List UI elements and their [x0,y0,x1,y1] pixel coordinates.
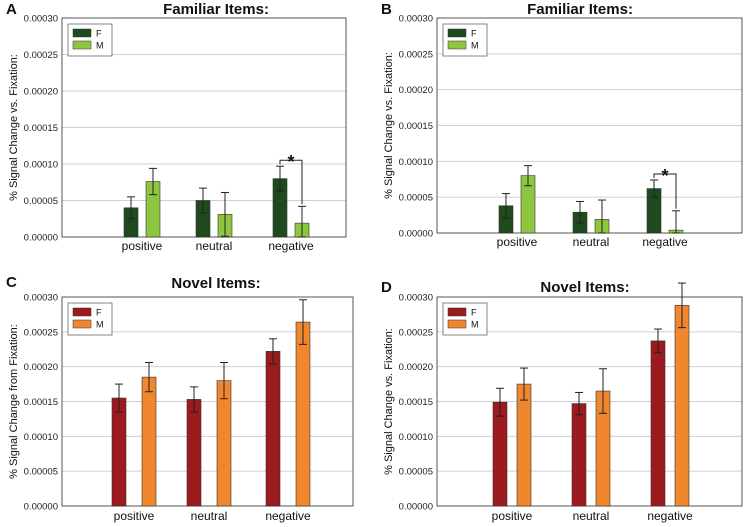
bar-m-positive [516,383,532,507]
y-tick-label: 0.00020 [24,87,58,98]
x-tick-label: neutral [196,239,233,253]
y-tick-label: 0.00030 [24,14,58,25]
y-tick-label: 0.00005 [399,467,433,478]
significance-asterisk: * [287,152,294,172]
chart-title: Familiar Items: [527,1,633,18]
chart-panel-c: 0.00000 0.00005 0.00010 0.00015 0.00020 0.000… [6,274,354,523]
y-tick-label: 0.00005 [24,196,58,207]
y-tick-label: 0.00020 [399,85,433,96]
panel-label: B [381,1,392,18]
panel-label: A [6,1,17,18]
y-tick-label: 0.00015 [399,121,433,132]
y-tick-label: 0.00025 [24,327,58,338]
y-tick-label: 0.00015 [399,397,433,408]
chart-title: Familiar Items: [163,1,269,18]
legend-swatch-f [72,28,92,38]
legend-label: M [471,320,479,330]
bar-f-neutral [571,403,587,507]
y-tick-label: 0.00015 [24,123,58,134]
bar-f-negative [650,340,666,507]
panel-label: C [6,274,17,291]
y-axis-label: % Signal Change vs. Fixation: [383,328,395,475]
y-tick-label: 0.00020 [24,362,58,373]
bar-m-negative [674,305,690,507]
legend-label: M [96,320,104,330]
y-axis-label: % Signal Change vs. Fixation: [8,54,20,201]
x-tick-label: negative [642,235,688,249]
y-tick-label: 0.00010 [24,432,58,443]
x-tick-label: negative [265,509,311,523]
legend-swatch-m [72,319,92,329]
legend-swatch-m [447,319,467,329]
x-tick-label: negative [647,509,693,523]
y-tick-label: 0.00010 [24,160,58,171]
legend-swatch-m [72,40,92,50]
bar-m-neutral [216,380,232,507]
bar-f-positive [492,401,508,507]
legend-swatch-f [447,28,467,38]
plot-frame [436,17,743,234]
x-tick-label: positive [497,235,538,249]
panel-label: D [381,279,392,296]
legend-label: M [96,41,104,51]
y-tick-label: 0.00020 [399,362,433,373]
legend-label: F [471,308,477,318]
y-axis-label: % Signal Change vs. Fixation: [383,52,395,199]
significance-bracket [653,173,677,209]
y-tick-label: 0.00030 [399,293,433,304]
legend-label: F [96,29,102,39]
legend-swatch-f [72,307,92,317]
y-tick-label: 0.00010 [399,432,433,443]
chart-panel-d: 0.00000 0.00005 0.00010 0.00015 0.00020 0.000… [381,279,743,523]
legend-label: F [471,29,477,39]
plot-frame [436,296,743,507]
y-tick-label: 0.00025 [399,327,433,338]
significance-asterisk: * [661,166,668,186]
y-tick-label: 0.00000 [399,502,433,513]
chart-panel-b: 0.00000 0.00005 0.00010 0.00015 0.00020 0.000… [381,1,743,249]
legend-swatch-f [447,307,467,317]
x-tick-label: neutral [573,235,610,249]
legend-label: F [96,308,102,318]
y-tick-label: 0.00005 [399,193,433,204]
bar-f-positive [111,397,127,507]
y-tick-label: 0.00025 [399,49,433,60]
y-axis-label: % Signal Change from Fixation: [8,324,20,479]
legend-swatch-m [447,40,467,50]
y-tick-label: 0.00000 [24,233,58,244]
chart-title: Novel Items: [540,279,629,296]
x-tick-label: negative [268,239,314,253]
bar-m-positive [141,376,157,507]
y-tick-label: 0.00025 [24,50,58,61]
x-tick-label: positive [492,509,533,523]
bar-f-negative [265,351,281,507]
significance-bracket [279,159,303,205]
chart-title: Novel Items: [171,275,260,292]
y-tick-label: 0.00000 [24,502,58,513]
y-tick-label: 0.00005 [24,467,58,478]
x-tick-label: neutral [191,509,228,523]
x-tick-label: neutral [573,509,610,523]
bar-m-negative [295,321,311,507]
y-tick-label: 0.00030 [399,14,433,25]
y-tick-label: 0.00000 [399,229,433,240]
bar-f-neutral [186,399,202,507]
legend-label: M [471,41,479,51]
y-tick-label: 0.00010 [399,157,433,168]
y-tick-label: 0.00030 [24,293,58,304]
x-tick-label: positive [122,239,163,253]
chart-panel-a: 0.00000 0.00005 0.00010 0.00015 0.00020 0.000… [6,1,347,253]
y-tick-label: 0.00015 [24,397,58,408]
plot-frame [61,296,354,507]
x-tick-label: positive [114,509,155,523]
